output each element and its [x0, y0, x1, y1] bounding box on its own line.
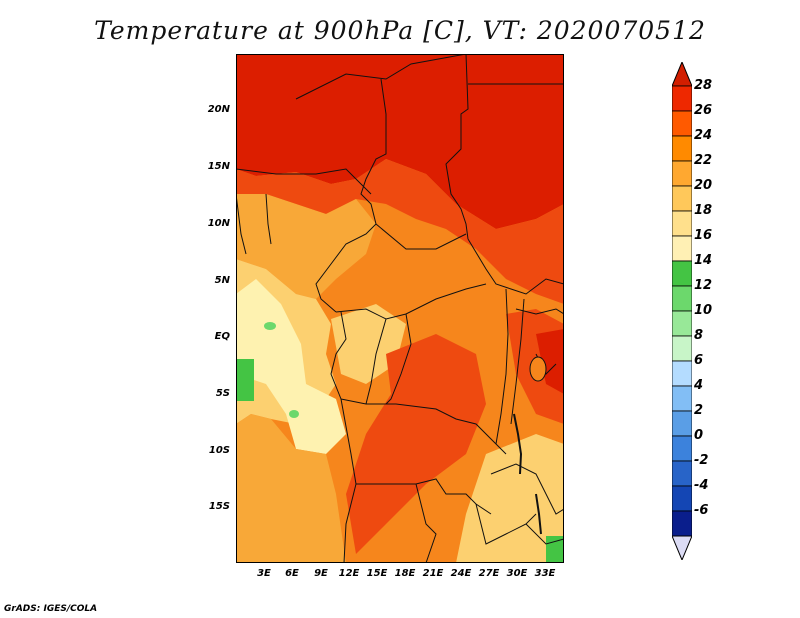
- lake-tanganyika: [513, 413, 523, 475]
- colorbar-segment: [672, 435, 692, 462]
- colorbar-segment: [672, 85, 692, 112]
- colorbar-segment: [672, 335, 692, 362]
- latitude-label: 15N: [207, 161, 230, 172]
- colorbar-label: 10: [694, 303, 713, 318]
- map-frame: [236, 54, 564, 563]
- field-east-hot: [536, 329, 564, 394]
- longitude-label: 24E: [450, 568, 472, 579]
- longitude-label: 21E: [422, 568, 444, 579]
- latitude-label: 10S: [208, 445, 230, 456]
- colorbar-segment: [672, 360, 692, 387]
- lake-malawi: [535, 493, 542, 535]
- map-svg: [236, 54, 564, 563]
- colorbar-label: 12: [694, 278, 713, 293]
- colorbar-label: 4: [694, 378, 704, 393]
- longitude-label: 9E: [314, 568, 328, 579]
- colorbar: [672, 62, 692, 560]
- colorbar-label: 16: [694, 228, 713, 243]
- colorbar-label: -6: [694, 503, 709, 518]
- longitude-label: 30E: [506, 568, 528, 579]
- field-cream-coast: [236, 279, 346, 454]
- field-green-patch: [264, 322, 276, 330]
- colorbar-label: 20: [694, 178, 713, 193]
- field-west-orange: [236, 194, 376, 299]
- chart-title: Temperature at 900hPa [C], VT: 202007051…: [94, 16, 706, 45]
- colorbar-segment: [672, 135, 692, 162]
- colorbar-segment: [672, 460, 692, 487]
- colorbar-segment: [672, 235, 692, 262]
- colorbar-segment: [672, 210, 692, 237]
- colorbar-segment: [672, 260, 692, 287]
- colorbar-segment: [672, 285, 692, 312]
- colorbar-label: 8: [694, 328, 704, 343]
- colorbar-segment: [672, 310, 692, 337]
- field-central-red: [346, 334, 486, 554]
- colorbar-label: 18: [694, 203, 713, 218]
- colorbar-segment: [672, 110, 692, 137]
- colorbar-segment: [672, 385, 692, 412]
- longitude-label: 18E: [394, 568, 416, 579]
- footer-credit: GrADS: IGES/COLA: [4, 604, 98, 614]
- colorbar-label: 28: [694, 78, 713, 93]
- colorbar-label: 2: [694, 403, 704, 418]
- longitude-label: 6E: [285, 568, 299, 579]
- latitude-label: 5S: [215, 388, 230, 399]
- latitude-label: EQ: [214, 331, 230, 342]
- latitude-label: 15S: [208, 501, 230, 512]
- field-green-ocean: [236, 359, 254, 401]
- colorbar-label: 0: [694, 428, 704, 443]
- longitude-label: 27E: [478, 568, 500, 579]
- field-green-patch-2: [289, 410, 299, 418]
- field-south-west: [236, 414, 346, 563]
- longitude-label: 33E: [534, 568, 556, 579]
- colorbar-label: 24: [694, 128, 713, 143]
- colorbar-label: -4: [694, 478, 709, 493]
- colorbar-label: 22: [694, 153, 713, 168]
- colorbar-bottom-arrow: [672, 535, 692, 560]
- colorbar-segment: [672, 410, 692, 437]
- colorbar-top-arrow: [672, 62, 692, 87]
- latitude-label: 5N: [214, 275, 230, 286]
- field-hot-north: [236, 54, 564, 229]
- colorbar-segment: [672, 185, 692, 212]
- longitude-label: 15E: [366, 568, 388, 579]
- colorbar-segment: [672, 160, 692, 187]
- longitude-label: 12E: [338, 568, 360, 579]
- lake-victoria: [529, 356, 547, 382]
- colorbar-label: 14: [694, 253, 713, 268]
- colorbar-label: 6: [694, 353, 704, 368]
- colorbar-segment: [672, 510, 692, 537]
- latitude-label: 20N: [207, 104, 230, 115]
- country-borders: [236, 54, 564, 563]
- colorbar-label: -2: [694, 453, 709, 468]
- colorbar-segment: [672, 485, 692, 512]
- field-red-orange: [236, 159, 564, 304]
- colorbar-label: 26: [694, 103, 713, 118]
- temperature-map: [236, 54, 564, 563]
- latitude-label: 10N: [207, 218, 230, 229]
- longitude-label: 3E: [257, 568, 271, 579]
